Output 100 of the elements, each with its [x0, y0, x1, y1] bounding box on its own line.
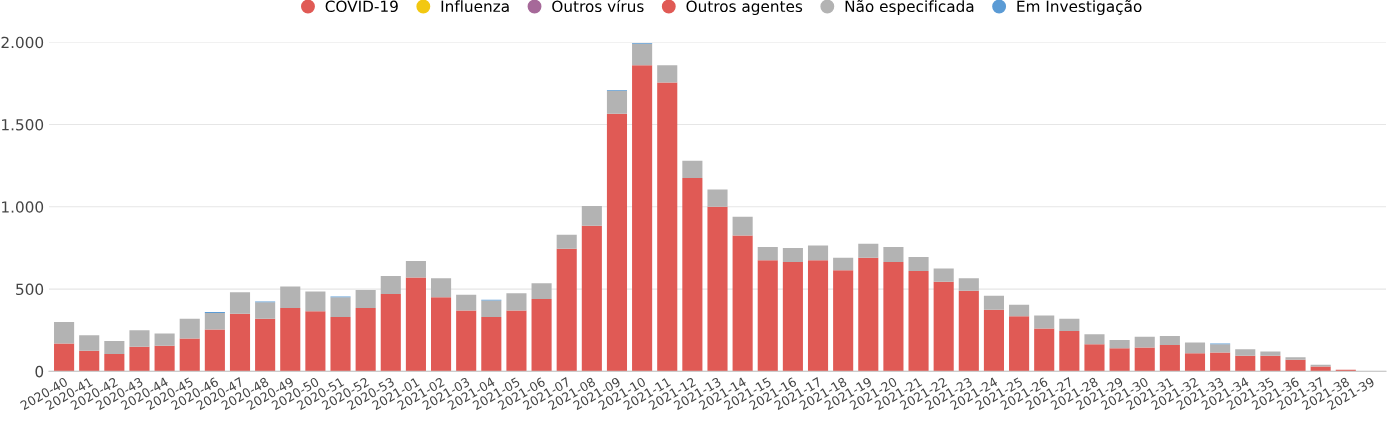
- bar: [657, 82, 678, 372]
- bar: [807, 260, 829, 372]
- bar: [229, 313, 251, 372]
- bar: [380, 294, 401, 372]
- bar: [456, 294, 477, 311]
- bar: [405, 277, 426, 372]
- bar: [1084, 334, 1105, 345]
- bar: [1134, 336, 1155, 348]
- bar: [958, 278, 979, 291]
- legend-label: Não especificada: [845, 0, 974, 16]
- bar: [1059, 318, 1080, 332]
- bar: [1285, 359, 1306, 372]
- legend-label: Outros vírus: [552, 0, 644, 13]
- bar: [405, 261, 426, 278]
- bar: [732, 216, 753, 236]
- bar: [79, 335, 100, 351]
- bar: [255, 302, 276, 319]
- bar: [179, 318, 200, 339]
- bar: [1034, 328, 1055, 372]
- bar: [355, 289, 376, 308]
- bar: [204, 329, 225, 372]
- bar: [833, 270, 854, 372]
- bar: [431, 297, 452, 372]
- bar: [632, 65, 653, 372]
- bar: [104, 340, 125, 355]
- bar: [154, 333, 175, 346]
- bar: [1134, 347, 1155, 372]
- bar: [54, 321, 75, 344]
- bar: [606, 113, 628, 372]
- bar: [782, 261, 803, 372]
- bar: [858, 243, 879, 258]
- bar: [556, 248, 577, 372]
- bar: [757, 260, 778, 372]
- bar: [682, 177, 703, 372]
- bar: [1109, 348, 1130, 372]
- bar: [1084, 344, 1105, 372]
- bar: [682, 160, 703, 178]
- bar: [1009, 304, 1030, 317]
- bar: [531, 283, 552, 299]
- bar: [581, 225, 602, 372]
- bar: [1009, 316, 1030, 372]
- bar: [958, 290, 979, 372]
- bar: [531, 298, 552, 372]
- bar: [707, 189, 728, 207]
- bar: [908, 270, 929, 372]
- bar: [833, 257, 854, 271]
- bar: [858, 257, 879, 372]
- bar: [1260, 355, 1281, 372]
- legend-label: COVID-19: [325, 0, 398, 13]
- bar: [1034, 315, 1055, 329]
- bar: [1235, 355, 1256, 372]
- bar: [305, 311, 326, 372]
- y-tick-label: 1.000: [2, 201, 44, 213]
- bar: [807, 245, 829, 261]
- bar: [581, 205, 602, 226]
- legend-label: Outros agentes: [686, 0, 803, 16]
- bar: [556, 234, 577, 249]
- bar: [355, 308, 376, 372]
- bar: [1159, 345, 1180, 372]
- bar: [983, 295, 1004, 310]
- bar: [481, 317, 502, 372]
- bar: [908, 256, 929, 271]
- bar: [456, 310, 477, 372]
- bar: [229, 292, 251, 314]
- bar: [255, 318, 276, 372]
- bar: [632, 43, 653, 66]
- bar: [1235, 349, 1256, 356]
- bar: [280, 308, 301, 372]
- bar: [933, 268, 954, 282]
- bar: [933, 281, 954, 372]
- bar: [305, 291, 326, 312]
- bar: [104, 354, 125, 372]
- bar: [154, 345, 175, 372]
- bar: [657, 65, 678, 83]
- bar: [204, 312, 225, 330]
- bar: [79, 350, 100, 372]
- y-tick-label: 1.500: [2, 118, 44, 131]
- bar: [782, 247, 803, 262]
- bar: [506, 310, 527, 372]
- bar: [883, 247, 904, 262]
- bar: [707, 206, 728, 372]
- bar: [1210, 344, 1231, 353]
- bar: [506, 293, 527, 311]
- bar: [431, 278, 452, 298]
- bar: [1059, 331, 1080, 372]
- bar: [280, 286, 301, 308]
- bar: [54, 343, 75, 372]
- bar: [1184, 353, 1206, 372]
- bar: [481, 300, 502, 318]
- bar: [129, 346, 150, 372]
- bar: [883, 261, 904, 372]
- bar: [179, 338, 200, 372]
- bar: [1260, 351, 1281, 356]
- bar: [1310, 366, 1331, 372]
- bar: [983, 309, 1004, 372]
- bar: [330, 317, 351, 372]
- bar: [380, 275, 401, 295]
- bar: [1184, 342, 1206, 354]
- legend-label: Influenza: [441, 0, 509, 13]
- y-tick-label: 500: [16, 283, 44, 296]
